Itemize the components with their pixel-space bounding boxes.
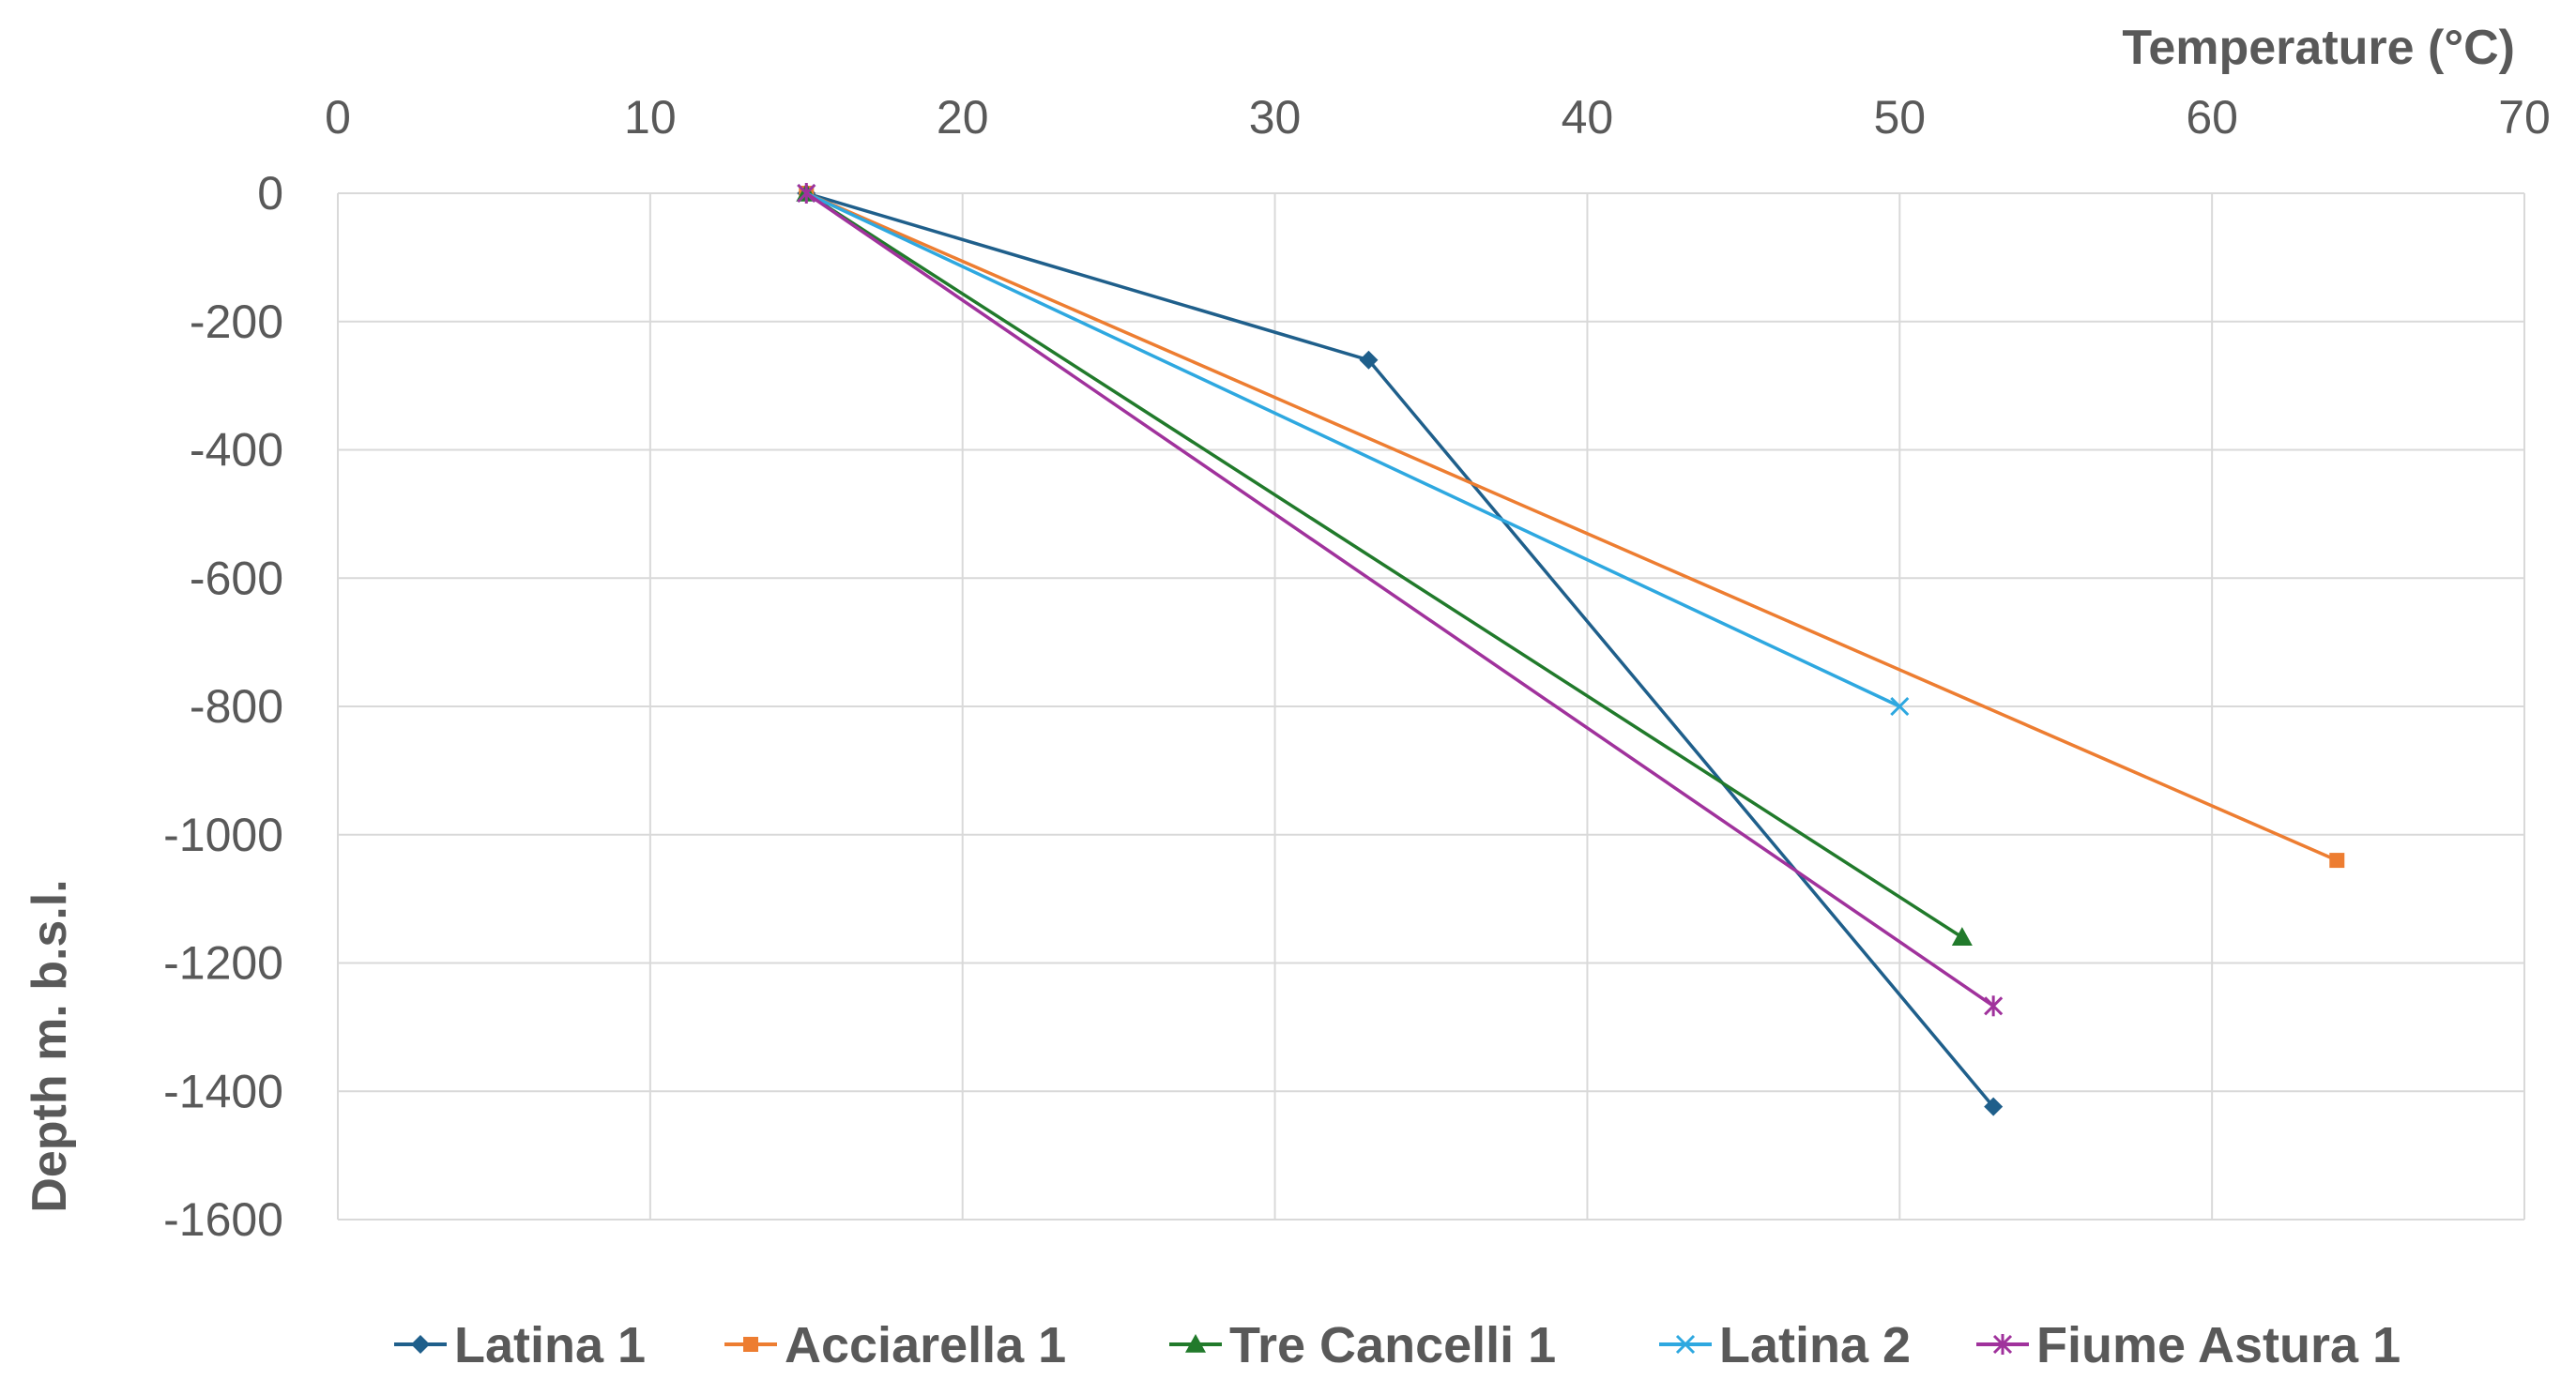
data-point-latina-1 <box>1359 350 1379 370</box>
data-point-latina-2 <box>1890 696 1910 717</box>
x-tick-label: 20 <box>937 91 989 144</box>
legend-marker-fiume-astura-1 <box>1992 1334 2013 1355</box>
y-tick-label: -1000 <box>163 809 283 861</box>
gridlines <box>337 192 2525 1221</box>
data-point-latina-1 <box>1984 1097 2004 1116</box>
y-tick-label: -1200 <box>163 937 283 990</box>
y-tick-label: -1600 <box>163 1193 283 1246</box>
legend-label-acciarella-1: Acciarella 1 <box>785 1317 1066 1373</box>
x-tick-label: 0 <box>325 91 351 144</box>
series-acciarella-1 <box>799 186 2345 869</box>
legend-item-fiume-astura-1: Fiume Astura 1 <box>1976 1317 2401 1373</box>
data-point-acciarella-1 <box>2329 853 2345 869</box>
x-tick-label: 30 <box>1249 91 1302 144</box>
y-tick-label: -1400 <box>163 1065 283 1117</box>
data-point-fiume-astura-1 <box>1984 995 2004 1017</box>
series-line-tre-cancelli-1 <box>805 191 1963 939</box>
legend-marker-tre-cancelli-1 <box>1185 1334 1206 1353</box>
legend-label-tre-cancelli-1: Tre Cancelli 1 <box>1229 1317 1556 1373</box>
plot-series <box>796 183 2345 1116</box>
series-line-latina-1 <box>805 191 1995 1108</box>
series-line-acciarella-1 <box>805 191 2338 862</box>
x-tick-label: 70 <box>2498 91 2551 144</box>
series-line-latina-2 <box>805 191 1901 708</box>
data-point-tre-cancelli-1 <box>1951 927 1973 946</box>
y-tick-label: -800 <box>190 680 283 733</box>
y-tick-label: -400 <box>190 424 283 477</box>
legend-item-latina-2: Latina 2 <box>1659 1317 1911 1373</box>
x-axis-title: Temperature (°C) <box>2122 21 2515 75</box>
legend-label-latina-2: Latina 2 <box>1719 1317 1911 1373</box>
series-latina-1 <box>797 184 2004 1116</box>
x-tick-label: 10 <box>624 91 677 144</box>
legend-marker-latina-2-stroke <box>1675 1334 1696 1355</box>
legend-marker-latina-2 <box>1675 1334 1696 1355</box>
axes: 0 10 20 30 40 50 60 70 0 -200 -400 -600 -800 -1000 -12… <box>23 21 2551 1246</box>
x-tick-label: 40 <box>1562 91 1614 144</box>
y-tick-label: 0 <box>257 167 283 220</box>
legend-item-tre-cancelli-1: Tre Cancelli 1 <box>1169 1317 1556 1373</box>
legend-marker-latina-1 <box>411 1335 430 1354</box>
x-tick-label: 50 <box>1873 91 1926 144</box>
legend-label-latina-1: Latina 1 <box>454 1317 646 1373</box>
y-axis-title: Depth m. b.s.l. <box>23 879 77 1212</box>
y-tick-label: -600 <box>190 552 283 604</box>
x-tick-label: 60 <box>2186 91 2238 144</box>
series-line-fiume-astura-1 <box>805 191 1995 1008</box>
data-point-latina-2-stroke <box>1890 696 1910 717</box>
legend-item-acciarella-1: Acciarella 1 <box>724 1317 1066 1373</box>
legend: Latina 1 Acciarella 1 Tre Cancelli 1 Latina… <box>394 1317 2401 1373</box>
legend-label-fiume-astura-1: Fiume Astura 1 <box>2036 1317 2401 1373</box>
legend-marker-acciarella-1 <box>743 1337 758 1352</box>
y-tick-label: -200 <box>190 296 283 348</box>
legend-item-latina-1: Latina 1 <box>394 1317 646 1373</box>
series-fiume-astura-1 <box>797 183 2004 1017</box>
series-tre-cancelli-1 <box>796 183 1973 946</box>
data-point-fiume-astura-1 <box>797 183 816 204</box>
